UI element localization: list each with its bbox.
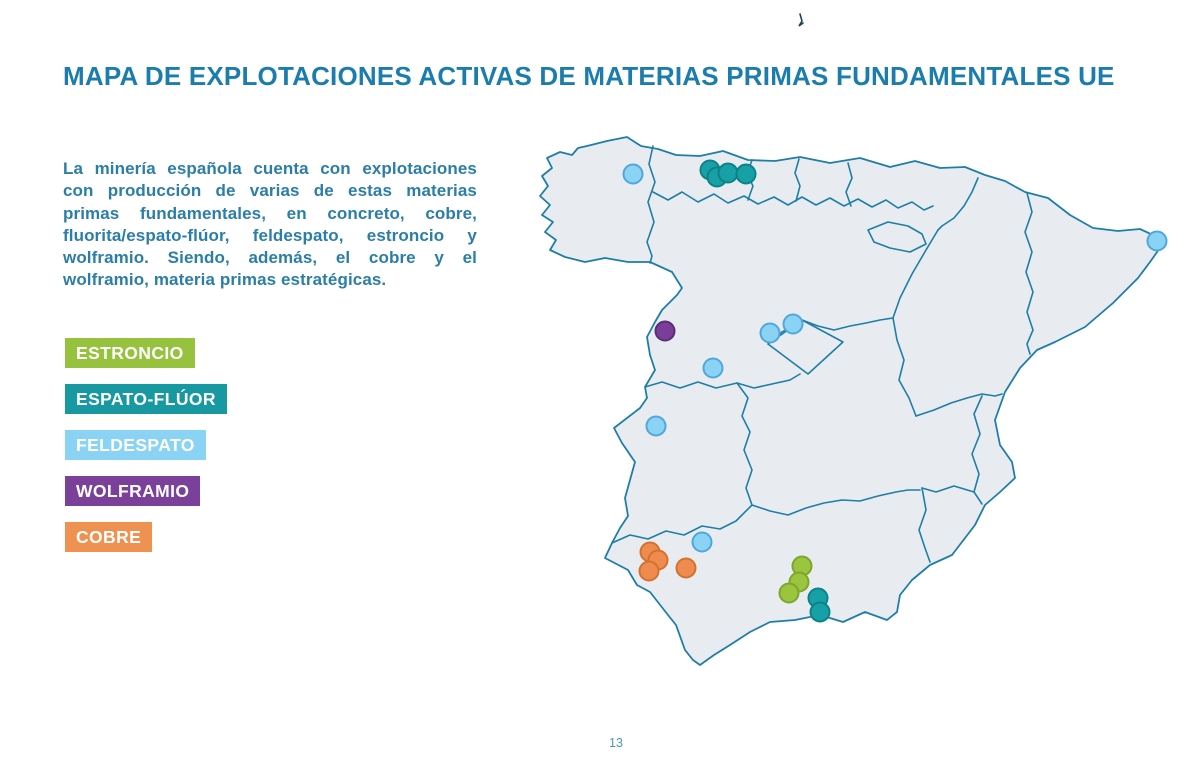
mine-dot-wolframio <box>654 320 676 342</box>
mine-dot-espato-fluor <box>809 601 831 623</box>
mine-dot-feldespato <box>622 163 644 185</box>
map-legend: ESTRONCIO ESPATO-FLÚOR FELDESPATO WOLFRA… <box>65 338 227 552</box>
mine-dot-feldespato <box>759 322 781 344</box>
small-ink-mark-icon <box>798 13 804 27</box>
mine-dot-espato-fluor <box>735 163 757 185</box>
mine-dot-feldespato <box>702 357 724 379</box>
page-number: 13 <box>609 736 623 750</box>
spain-map <box>530 130 1190 690</box>
map-outline <box>539 136 1163 666</box>
mine-dot-cobre <box>638 560 660 582</box>
intro-paragraph: La minería española cuenta con explotaci… <box>63 159 477 290</box>
page-title: MAPA DE EXPLOTACIONES ACTIVAS DE MATERIA… <box>63 61 1115 92</box>
map-internal-borders <box>611 145 1034 563</box>
legend-item-wolframio: WOLFRAMIO <box>65 476 201 506</box>
mine-dot-feldespato <box>645 415 667 437</box>
legend-item-cobre: COBRE <box>65 522 153 552</box>
legend-item-feldespato: FELDESPATO <box>65 430 206 460</box>
mine-dot-feldespato <box>1146 230 1168 252</box>
mine-dot-feldespato <box>691 531 713 553</box>
mine-dot-cobre <box>675 557 697 579</box>
mine-dot-espato-fluor <box>717 162 739 184</box>
legend-item-espato-fluor: ESPATO-FLÚOR <box>65 384 227 414</box>
mine-dot-feldespato <box>782 313 804 335</box>
map-dots-layer <box>622 159 1168 623</box>
legend-item-estroncio: ESTRONCIO <box>65 338 195 368</box>
mine-dot-estroncio <box>778 582 800 604</box>
